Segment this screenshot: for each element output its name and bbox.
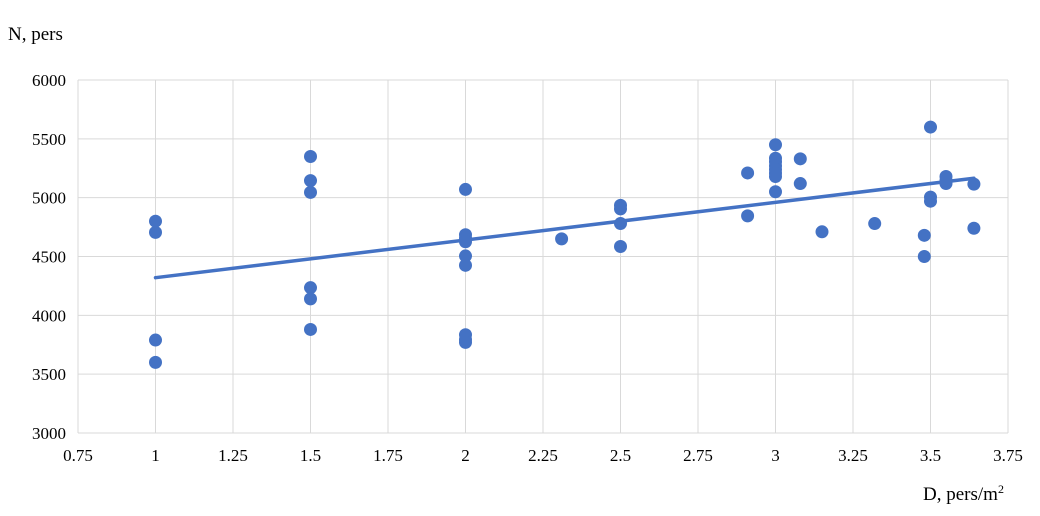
y-tick-label: 4000	[32, 306, 66, 325]
y-tick-label: 3500	[32, 365, 66, 384]
x-tick-label: 3	[771, 446, 780, 465]
data-point	[304, 292, 317, 306]
data-point	[459, 182, 472, 196]
data-point	[769, 169, 782, 183]
trendline	[153, 176, 976, 280]
x-tick-label: 3.75	[993, 446, 1023, 465]
data-point	[741, 209, 755, 223]
data-point	[868, 217, 882, 231]
x-tick-label: 2.25	[528, 446, 558, 465]
data-point	[555, 232, 569, 246]
x-tick-label: 2	[461, 446, 470, 465]
data-point	[304, 149, 317, 163]
x-axis-label-superscript: 2	[997, 482, 1004, 496]
y-tick-label: 6000	[32, 71, 66, 90]
data-point	[149, 333, 162, 347]
data-point	[917, 228, 931, 242]
y-axis-label: N, pers	[8, 24, 63, 45]
data-point	[304, 281, 317, 295]
data-point	[459, 249, 472, 263]
data-point	[304, 322, 317, 336]
data-point	[793, 152, 807, 166]
data-point	[967, 177, 981, 191]
x-tick-label: 1.5	[300, 446, 321, 465]
data-point	[149, 225, 162, 239]
data-point	[614, 239, 627, 253]
x-tick-label: 1.75	[373, 446, 403, 465]
data-point	[459, 235, 472, 249]
y-tick-label: 3000	[32, 424, 66, 443]
data-point	[741, 166, 755, 180]
data-point	[304, 174, 317, 188]
data-point	[459, 258, 472, 272]
data-point	[815, 225, 829, 239]
data-point	[769, 185, 782, 199]
x-axis-label-text: D, pers/m	[923, 484, 998, 505]
data-point	[939, 177, 953, 191]
data-point	[967, 221, 981, 235]
data-point	[459, 335, 472, 349]
x-tick-label: 2.5	[610, 446, 631, 465]
data-point	[304, 185, 317, 199]
x-tick-label: 3.5	[920, 446, 941, 465]
data-point	[769, 138, 782, 152]
x-tick-label: 0.75	[63, 446, 93, 465]
x-tick-label: 3.25	[838, 446, 868, 465]
y-tick-label: 5500	[32, 130, 66, 149]
x-axis-label: D, pers/m2	[923, 482, 1004, 506]
data-point	[924, 194, 937, 208]
data-point	[793, 177, 807, 191]
data-point	[924, 120, 937, 134]
x-tick-label: 1	[151, 446, 160, 465]
data-point	[614, 217, 627, 231]
y-tick-label: 5000	[32, 189, 66, 208]
data-point	[149, 214, 162, 228]
data-point	[614, 202, 627, 216]
data-point	[917, 250, 931, 263]
data-point	[149, 355, 162, 369]
x-tick-label: 1.25	[218, 446, 248, 465]
x-tick-label: 2.75	[683, 446, 713, 465]
y-tick-label: 4500	[32, 248, 66, 267]
